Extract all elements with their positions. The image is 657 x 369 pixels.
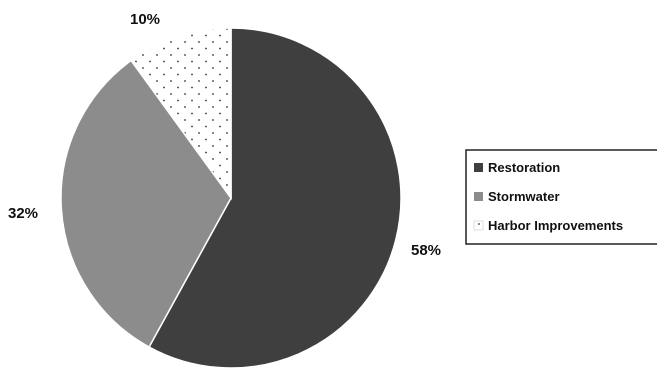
- legend-label-stormwater: Stormwater: [488, 189, 560, 204]
- pie-slices: [60, 27, 402, 369]
- pie-slice-labels: 58% 32% 10%: [8, 11, 441, 259]
- pie-slice-harbor-improvements: [130, 27, 232, 201]
- pie-slice-stormwater: [60, 59, 232, 348]
- legend: Restoration Stormwater Harbor Improvements: [465, 149, 657, 245]
- legend-swatch-stormwater: [474, 192, 483, 201]
- pie-slice-restoration: [148, 27, 402, 369]
- slice-label-restoration: 58%: [411, 242, 441, 259]
- legend-label-harbor-improvements: Harbor Improvements: [488, 218, 623, 233]
- legend-box: [465, 149, 657, 245]
- slice-label-stormwater: 32%: [8, 205, 38, 222]
- legend-swatch-harbor-improvements: [473, 220, 484, 231]
- legend-label-restoration: Restoration: [488, 160, 560, 175]
- slice-label-harbor-improvements: 10%: [130, 11, 160, 28]
- legend-swatch-restoration: [474, 163, 483, 172]
